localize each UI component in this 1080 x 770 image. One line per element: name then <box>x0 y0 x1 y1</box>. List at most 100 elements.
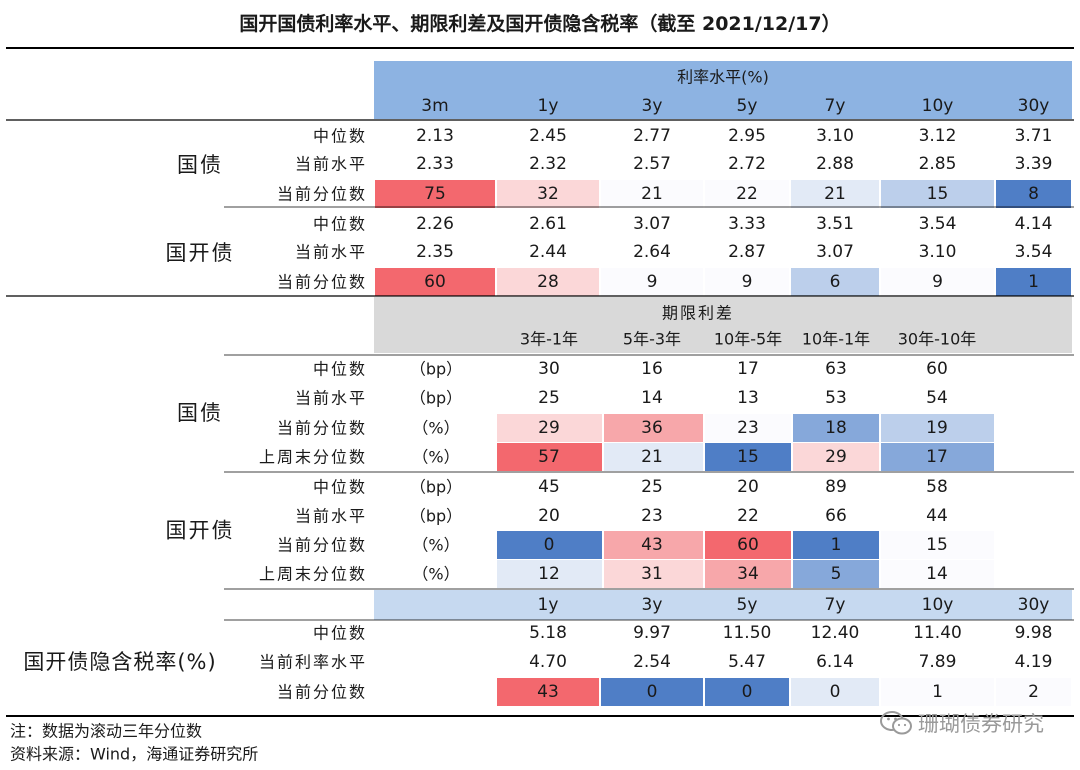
data-value: 11.40 <box>913 623 962 643</box>
heat-cell <box>497 268 599 296</box>
data-value: 60 <box>737 535 759 555</box>
data-value: 4.70 <box>529 652 567 672</box>
rate-col-label: 3y <box>642 96 663 116</box>
heat-cell <box>996 180 1071 208</box>
rate-header-band <box>374 61 1072 119</box>
data-value: 2.13 <box>416 126 454 146</box>
data-value: 3.54 <box>919 214 957 234</box>
row-unit: （bp） <box>410 360 462 379</box>
row-label: 中位数 <box>313 360 367 379</box>
data-value: 9.98 <box>1015 623 1053 643</box>
data-value: 2.85 <box>919 154 957 174</box>
data-value: 53 <box>825 388 847 408</box>
data-value: 5 <box>831 564 842 584</box>
heat-cell <box>497 414 602 442</box>
row-label: 当前水平 <box>295 389 367 408</box>
spread-col-label: 3年-1年 <box>520 330 578 349</box>
data-value: 45 <box>538 477 560 497</box>
heat-cell <box>705 268 789 296</box>
heat-cell <box>881 560 994 588</box>
heat-cell <box>705 678 789 706</box>
heat-cell <box>601 180 703 208</box>
data-value: 22 <box>737 506 759 526</box>
data-value: 89 <box>825 477 847 497</box>
data-value: 15 <box>926 535 948 555</box>
data-value: 0 <box>544 535 555 555</box>
tax-col-label: 10y <box>922 595 954 615</box>
data-value: 32 <box>537 184 559 204</box>
data-value: 9.97 <box>633 623 671 643</box>
row-unit: （bp） <box>410 478 462 497</box>
data-value: 22 <box>736 184 758 204</box>
spread-group-label: 国债 <box>177 401 223 425</box>
data-value: 66 <box>825 506 847 526</box>
heat-cell <box>601 268 703 296</box>
heat-cell <box>881 678 994 706</box>
data-value: 3.39 <box>1015 154 1053 174</box>
row-label: 中位数 <box>313 215 367 234</box>
tax-group-label: 国开债隐含税率(%) <box>23 650 216 674</box>
data-value: 43 <box>537 682 559 702</box>
row-label: 当前水平 <box>295 243 367 262</box>
data-value: 2.57 <box>633 154 671 174</box>
rate-group-label: 国开债 <box>166 241 235 265</box>
heat-cell <box>604 443 703 471</box>
data-value: 54 <box>926 388 948 408</box>
data-value: 6 <box>830 272 841 292</box>
heat-cell <box>604 414 703 442</box>
data-value: 19 <box>926 418 948 438</box>
row-label: 当前水平 <box>295 507 367 526</box>
spread-group-label: 国开债 <box>166 519 235 543</box>
heat-cell <box>791 268 879 296</box>
data-value: 25 <box>538 388 560 408</box>
tax-col-label: 7y <box>825 595 846 615</box>
heat-cell <box>497 678 599 706</box>
heat-cell <box>497 531 602 559</box>
data-value: 2.26 <box>416 214 454 234</box>
chart-title: 国开国债利率水平、期限利差及国开债隐含税率（截至 2021/12/17） <box>239 12 840 35</box>
heat-cell <box>793 560 879 588</box>
tax-col-label: 1y <box>538 595 559 615</box>
data-value: 3.10 <box>816 126 854 146</box>
data-value: 5.18 <box>529 623 567 643</box>
data-value: 3.07 <box>633 214 671 234</box>
heat-cell <box>791 678 879 706</box>
data-value: 20 <box>737 477 759 497</box>
data-value: 14 <box>641 388 663 408</box>
data-value: 4.14 <box>1015 214 1053 234</box>
heat-cell <box>705 180 789 208</box>
row-unit: （bp） <box>410 389 462 408</box>
data-value: 60 <box>424 272 446 292</box>
spread-header: 期限利差 <box>662 304 734 323</box>
data-value: 17 <box>926 447 948 467</box>
data-value: 75 <box>424 184 446 204</box>
heat-cell <box>881 414 994 442</box>
source-note: 资料来源：Wind，海通证券研究所 <box>10 745 258 764</box>
row-label: 当前分位数 <box>277 273 367 292</box>
data-value: 30 <box>538 359 560 379</box>
data-value: 7.89 <box>919 652 957 672</box>
data-value: 29 <box>825 447 847 467</box>
data-value: 20 <box>538 506 560 526</box>
heat-cell <box>881 180 994 208</box>
rate-group-label: 国债 <box>177 153 223 177</box>
data-value: 2.72 <box>728 154 766 174</box>
heat-cell <box>791 180 879 208</box>
row-unit: （bp） <box>410 507 462 526</box>
spread-col-label: 5年-3年 <box>623 330 681 349</box>
rate-col-label: 3m <box>421 96 448 116</box>
heat-cell <box>604 560 703 588</box>
heat-cell <box>705 414 791 442</box>
heat-cell <box>375 268 495 296</box>
heat-cell <box>705 531 791 559</box>
data-value: 11.50 <box>723 623 772 643</box>
data-value: 23 <box>737 418 759 438</box>
heat-cell <box>705 443 791 471</box>
heat-cell <box>497 560 602 588</box>
data-value: 4.19 <box>1015 652 1053 672</box>
heat-cell <box>375 180 495 208</box>
tax-col-label: 3y <box>642 595 663 615</box>
data-value: 3.71 <box>1015 126 1053 146</box>
rate-col-label: 10y <box>922 96 954 116</box>
data-value: 21 <box>641 447 663 467</box>
